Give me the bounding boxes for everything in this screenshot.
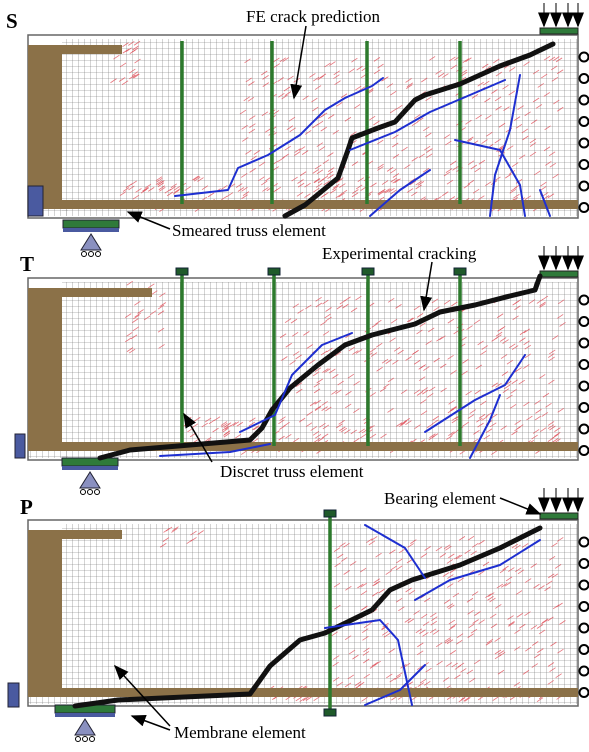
roller [580, 96, 589, 105]
bearing [62, 458, 118, 466]
roller [83, 737, 88, 742]
arrow [132, 716, 170, 730]
support [80, 472, 100, 488]
flange [28, 288, 152, 297]
roller [580, 446, 589, 455]
smeared-truss [28, 688, 578, 697]
roller [580, 624, 589, 633]
bearing [540, 28, 578, 34]
roller [580, 403, 589, 412]
roller [580, 339, 589, 348]
bearing-base [55, 713, 115, 717]
roller [580, 182, 589, 191]
truss-cap [176, 268, 188, 275]
annotation: Discret truss element [220, 462, 364, 481]
truss-cap [324, 510, 336, 517]
roller [580, 74, 589, 83]
roller [96, 252, 101, 257]
truss-cap [362, 268, 374, 275]
panel-label: S [6, 9, 18, 33]
roller [580, 602, 589, 611]
roller [580, 317, 589, 326]
membrane-web [28, 288, 62, 444]
roller [90, 737, 95, 742]
bearing-base [63, 228, 119, 232]
membrane-web [28, 530, 62, 690]
support [75, 719, 95, 735]
roller [580, 53, 589, 62]
roller [580, 382, 589, 391]
roller [580, 139, 589, 148]
truss-cap [454, 268, 466, 275]
roller [580, 667, 589, 676]
roller [580, 117, 589, 126]
annotation: Bearing element [384, 489, 496, 508]
roller [580, 425, 589, 434]
figure: S T P FE crack prediction Smeared truss … [0, 0, 589, 752]
bearing [63, 220, 119, 228]
roller [81, 490, 86, 495]
annotation: FE crack prediction [246, 7, 381, 26]
roller [95, 490, 100, 495]
roller [88, 490, 93, 495]
truss-cap [268, 268, 280, 275]
support [81, 234, 101, 250]
flange [28, 45, 122, 54]
roller [580, 360, 589, 369]
roller [580, 645, 589, 654]
arrow [500, 498, 540, 514]
left-support [15, 434, 25, 458]
roller [580, 203, 589, 212]
panel-label: P [20, 495, 33, 519]
roller [580, 538, 589, 547]
roller [580, 296, 589, 305]
roller [89, 252, 94, 257]
roller [580, 581, 589, 590]
bearing [540, 271, 578, 277]
mesh [62, 282, 578, 458]
smeared-truss [28, 442, 578, 451]
roller [580, 160, 589, 169]
left-support [8, 683, 19, 707]
annotation: Experimental cracking [322, 244, 477, 263]
panel-label: T [20, 252, 34, 276]
bearing [540, 513, 578, 519]
left-support [28, 186, 43, 216]
truss-cap [324, 709, 336, 716]
roller [580, 688, 589, 697]
mesh [62, 524, 578, 704]
bearing-base [62, 466, 118, 470]
annotation: Membrane element [174, 723, 306, 742]
flange [28, 530, 122, 539]
annotation: Smeared truss element [172, 221, 326, 240]
roller [580, 559, 589, 568]
panels [8, 3, 589, 742]
roller [82, 252, 87, 257]
membrane-web [28, 45, 62, 202]
roller [76, 737, 81, 742]
